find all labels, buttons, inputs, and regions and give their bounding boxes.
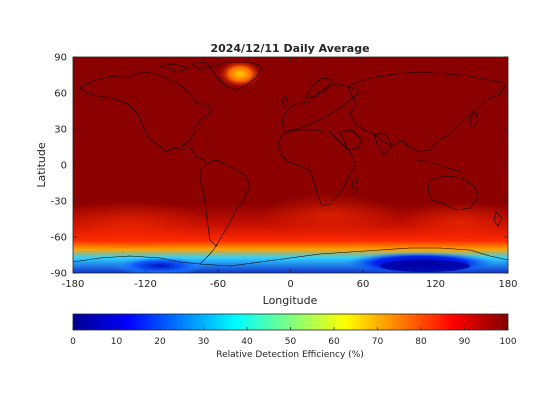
y-tick-label: 60 bbox=[54, 89, 67, 100]
colorbar-tick-label: 90 bbox=[459, 337, 471, 347]
colorbar-tick-label: 50 bbox=[285, 337, 297, 347]
y-axis-ticks: 90 60 30 0 -30 -60 -90 bbox=[51, 53, 508, 280]
x-axis-ticks: -180 -120 -60 0 60 120 180 bbox=[62, 57, 518, 290]
colorbar-tick-label: 20 bbox=[154, 337, 166, 347]
y-axis-label: Latitude bbox=[35, 142, 48, 188]
x-tick-label: 180 bbox=[498, 279, 517, 290]
y-tick-label: -30 bbox=[51, 197, 67, 208]
colorbar-tick-label: 60 bbox=[328, 337, 340, 347]
x-tick-label: 120 bbox=[426, 279, 445, 290]
colorbar-tick-label: 70 bbox=[372, 337, 384, 347]
x-tick-label: -180 bbox=[62, 279, 85, 290]
x-tick-label: -120 bbox=[134, 279, 157, 290]
y-tick-label: 30 bbox=[54, 125, 67, 136]
x-tick-label: -60 bbox=[210, 279, 226, 290]
east-antarctica-core bbox=[380, 260, 470, 272]
x-axis-label: Longitude bbox=[263, 294, 318, 307]
colorbar-tick-label: 80 bbox=[415, 337, 427, 347]
y-tick-label: 90 bbox=[54, 53, 67, 64]
colorbar-tick-label: 10 bbox=[111, 337, 123, 347]
coastlines bbox=[73, 61, 508, 267]
southern-ocean-glow-1 bbox=[73, 200, 210, 250]
greenland-feature bbox=[218, 60, 262, 88]
x-tick-label: 60 bbox=[357, 279, 370, 290]
colorbar-tick-label: 0 bbox=[70, 337, 76, 347]
colorbar-tick-label: 40 bbox=[241, 337, 253, 347]
colorbar-ticks: 0 10 20 30 40 50 60 70 80 90 100 bbox=[70, 327, 517, 347]
colorbar-tick-label: 30 bbox=[198, 337, 210, 347]
chart-title: 2024/12/11 Daily Average bbox=[210, 42, 369, 55]
y-tick-label: -60 bbox=[51, 233, 67, 244]
x-tick-label: 0 bbox=[287, 279, 293, 290]
y-tick-label: 0 bbox=[61, 161, 67, 172]
colorbar-label: Relative Detection Efficiency (%) bbox=[216, 350, 364, 360]
southern-ocean-glow-2 bbox=[260, 193, 400, 237]
southern-ocean-glow-3 bbox=[400, 202, 508, 242]
map-heatmap bbox=[73, 57, 508, 273]
y-tick-label: -90 bbox=[51, 269, 67, 280]
colorbar-tick-label: 100 bbox=[499, 337, 516, 347]
west-antarctica-low bbox=[115, 257, 205, 273]
